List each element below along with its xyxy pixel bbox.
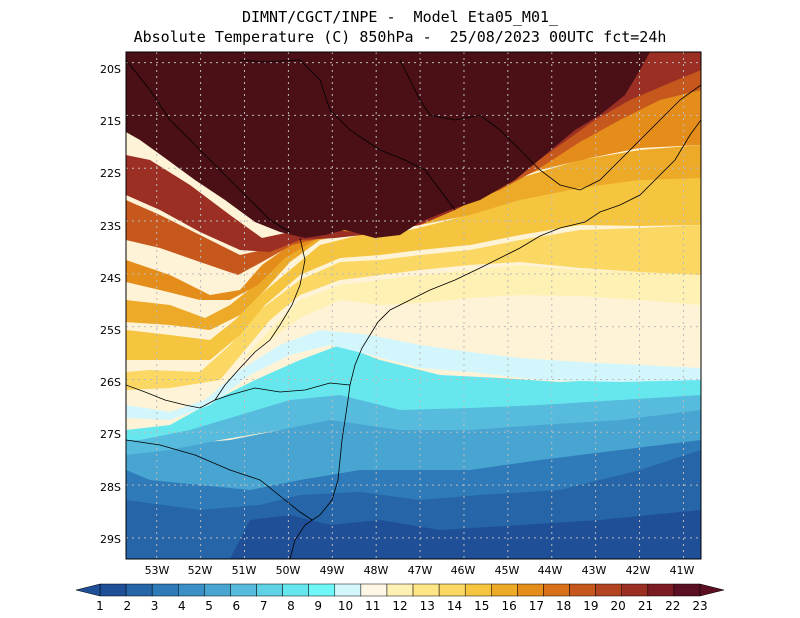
colorbar-label: 18	[556, 599, 571, 613]
coastline	[289, 119, 701, 559]
lat-label: 24S	[100, 272, 121, 285]
colorbar-swatch	[412, 583, 440, 597]
state-border-sc-rs	[126, 439, 313, 521]
chart-title-line-1: DIMNT/CGCT/INPE - Model Eta05_M01_	[241, 8, 559, 26]
colorbar-label: 23	[692, 599, 707, 613]
colorbar-label: 5	[205, 599, 213, 613]
colorbar-swatch	[464, 583, 492, 597]
latitude-labels: 20S 21S 22S 23S 24S 25S 26S 27S 28S 29S	[100, 63, 121, 546]
colorbar-label: 19	[583, 599, 598, 613]
colorbar-swatch	[543, 583, 570, 597]
temp-band-3	[230, 510, 701, 559]
colorbar-label: 14	[447, 599, 462, 613]
lat-label: 20S	[100, 63, 121, 76]
lon-label: 44W	[538, 564, 563, 577]
lon-label: 47W	[408, 564, 433, 577]
colorbar-label: 10	[338, 599, 353, 613]
colorbar-swatch	[204, 583, 231, 597]
colorbar-label: 12	[392, 599, 407, 613]
colorbar-swatch	[151, 583, 179, 597]
colorbar-label: 6	[233, 599, 241, 613]
colorbar-label: 11	[365, 599, 380, 613]
colorbar-label: 15	[474, 599, 489, 613]
lon-label: 51W	[232, 564, 257, 577]
state-border-parana	[214, 237, 351, 401]
lat-label: 26S	[100, 376, 121, 389]
lon-label: 43W	[582, 564, 607, 577]
lon-label: 53W	[145, 564, 170, 577]
lon-label: 48W	[364, 564, 389, 577]
colorbar-swatch	[125, 583, 153, 597]
colorbar-swatch	[673, 583, 701, 597]
map-borders	[126, 59, 701, 559]
colorbar-swatch	[621, 583, 649, 597]
lat-label: 27S	[100, 428, 121, 441]
colorbar-swatch	[178, 583, 205, 597]
colorbar-label: 20	[611, 599, 626, 613]
international-border	[126, 384, 216, 409]
temp-band-14	[126, 225, 701, 390]
lon-label: 49W	[320, 564, 345, 577]
lat-label: 21S	[100, 115, 121, 128]
colorbar-min-arrow	[75, 583, 101, 597]
lon-label: 45W	[495, 564, 520, 577]
colorbar-label: 8	[287, 599, 295, 613]
lon-label: 41W	[670, 564, 695, 577]
colorbar-label: 7	[260, 599, 268, 613]
state-border-sp	[239, 59, 456, 211]
temp-band-15	[126, 175, 701, 360]
colorbar-label: 16	[501, 599, 516, 613]
temp-band-16	[126, 145, 701, 330]
longitude-labels: 53W 52W 51W 50W 49W 48W 47W 46W 45W 44W …	[145, 564, 695, 577]
state-border-mg	[399, 59, 701, 191]
temp-band-23	[126, 52, 650, 238]
lat-label: 23S	[100, 220, 121, 233]
colorbar-swatch	[595, 583, 622, 597]
chart-title-line-2: Absolute Temperature (C) 850hPa - 25/08/…	[133, 28, 667, 46]
temp-band-21	[126, 52, 701, 252]
colorbar-swatch	[256, 583, 283, 597]
colorbar-swatch	[569, 583, 596, 597]
lon-label: 46W	[451, 564, 476, 577]
colorbar-swatch	[647, 583, 675, 597]
colorbar-label: 2	[123, 599, 131, 613]
lon-label: 50W	[276, 564, 301, 577]
temp-band-12	[240, 265, 701, 362]
colorbar-swatch	[230, 583, 257, 597]
colorbar-swatch	[282, 583, 309, 597]
map-frame	[125, 51, 702, 560]
colorbar-swatch	[99, 583, 127, 597]
colorbar-swatch	[517, 583, 544, 597]
lat-label: 25S	[100, 324, 121, 337]
lon-label: 52W	[188, 564, 213, 577]
colorbar-label: 9	[314, 599, 322, 613]
colorbar-swatch	[438, 583, 466, 597]
colorbar-swatch	[334, 583, 362, 597]
colorbar-label: 21	[638, 599, 653, 613]
colorbar-swatch	[386, 583, 414, 597]
colorbar-max-arrow	[699, 583, 725, 597]
colorbar-swatch	[308, 583, 336, 597]
lat-label: 29S	[100, 533, 121, 546]
colorbar-label: 22	[665, 599, 680, 613]
temp-band-10	[126, 330, 701, 420]
colorbar-label: 17	[529, 599, 544, 613]
colorbar-label: 1	[96, 599, 104, 613]
colorbar: 1 2 3 4 5 6 7 8 9 10 11 12 13 14 15 16 17 18 19 20 21 22 23	[75, 583, 725, 613]
state-border-ms	[126, 59, 291, 233]
colorbar-swatch	[360, 583, 388, 597]
colorbar-label: 3	[151, 599, 159, 613]
lon-label: 42W	[626, 564, 651, 577]
colorbar-label: 13	[420, 599, 435, 613]
colorbar-label: 4	[178, 599, 186, 613]
map-grid	[126, 52, 701, 559]
lat-label: 28S	[100, 481, 121, 494]
temperature-fields	[126, 52, 701, 559]
lat-label: 22S	[100, 167, 121, 180]
temp-band-8	[126, 345, 701, 440]
colorbar-swatch	[491, 583, 518, 597]
